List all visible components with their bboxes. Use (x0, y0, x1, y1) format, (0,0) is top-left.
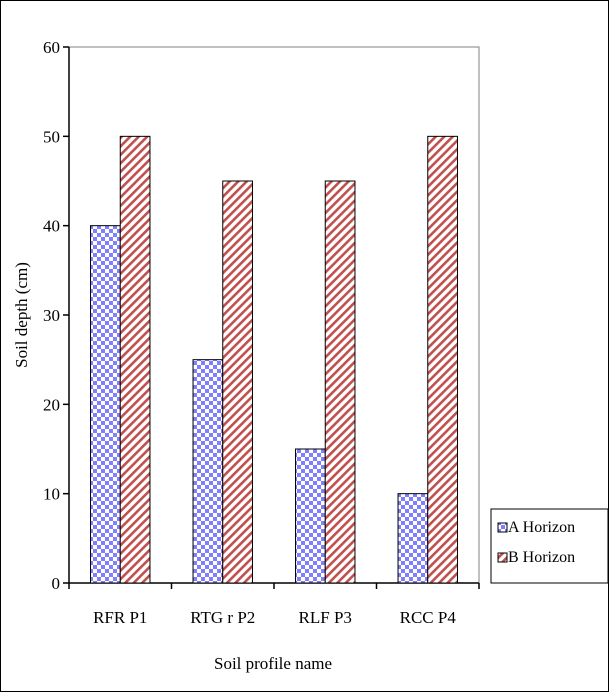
bar-a-horizon (397, 493, 429, 584)
y-tick-label: 40 (43, 217, 60, 236)
bar-a-horizon (90, 225, 121, 584)
bar-b-horizon (324, 180, 356, 584)
x-tick-label: RCC P4 (400, 608, 457, 627)
legend-label: B Horizon (508, 549, 575, 566)
y-tick-label: 20 (43, 395, 60, 414)
x-axis-title: Soil profile name (214, 654, 332, 673)
x-tick-label: RTG r P2 (190, 608, 255, 627)
bar-a-horizon (295, 448, 326, 584)
x-axis: RFR P1 RTG r P2 RLF P3 RCC P4 (68, 582, 480, 627)
bar-b-horizon (427, 135, 458, 584)
y-axis-title: Soil depth (cm) (12, 262, 31, 368)
legend: A Horizon B Horizon (490, 508, 609, 584)
bar-a-horizon (192, 359, 224, 584)
legend-label: A Horizon (508, 519, 575, 536)
bars (90, 135, 458, 584)
legend-box (490, 508, 609, 584)
y-tick-label: 60 (43, 38, 60, 57)
y-tick-label: 30 (43, 306, 60, 325)
bar-b-horizon (119, 135, 151, 584)
y-tick-label: 0 (52, 574, 61, 593)
x-tick-label: RLF P3 (299, 608, 352, 627)
y-axis: 0 10 20 30 40 50 60 (43, 38, 70, 593)
y-tick-label: 50 (43, 127, 60, 146)
y-tick-label: 10 (43, 485, 60, 504)
legend-swatch (497, 522, 508, 533)
bar-b-horizon (222, 180, 253, 584)
x-tick-label: RFR P1 (93, 608, 147, 627)
legend-swatch (497, 552, 508, 563)
